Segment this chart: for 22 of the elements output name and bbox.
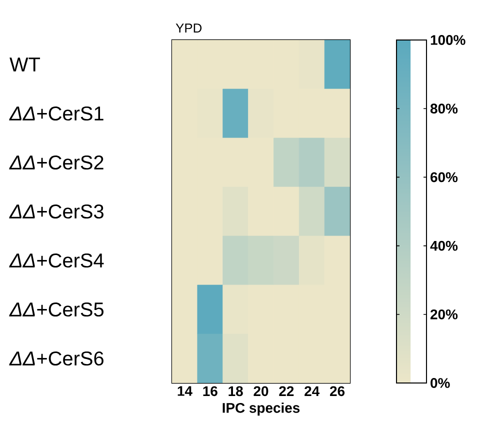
color-bar-label: 60% [430,172,458,182]
y-tick-label: ΔΔ+CerS5 [9,302,104,317]
chart-title: YPD [176,24,202,33]
y-tick-label: ΔΔ+CerS1 [9,106,104,121]
x-tick-label: 22 [279,386,294,396]
y-tick-label: ΔΔ+CerS2 [9,155,104,170]
color-bar-label: 80% [430,104,458,114]
x-tick-label: 24 [304,386,320,396]
color-bar-label: 20% [430,309,458,320]
y-tick-label: ΔΔ+CerS6 [9,351,104,366]
x-tick-label: 20 [254,386,268,396]
y-tick-label: WT [10,58,40,72]
color-bar-label: 40% [430,240,458,251]
color-bar-label: 100% [430,35,466,45]
x-tick-label: 14 [178,386,192,396]
x-tick-label: 16 [203,386,218,396]
y-tick-label: ΔΔ+CerS3 [9,204,104,219]
x-tick-label: 18 [228,386,243,396]
x-axis-title: IPC species [222,402,300,416]
color-bar-label: 0% [430,378,450,388]
y-tick-label: ΔΔ+CerS4 [9,253,104,268]
x-tick-label: 26 [330,386,345,396]
